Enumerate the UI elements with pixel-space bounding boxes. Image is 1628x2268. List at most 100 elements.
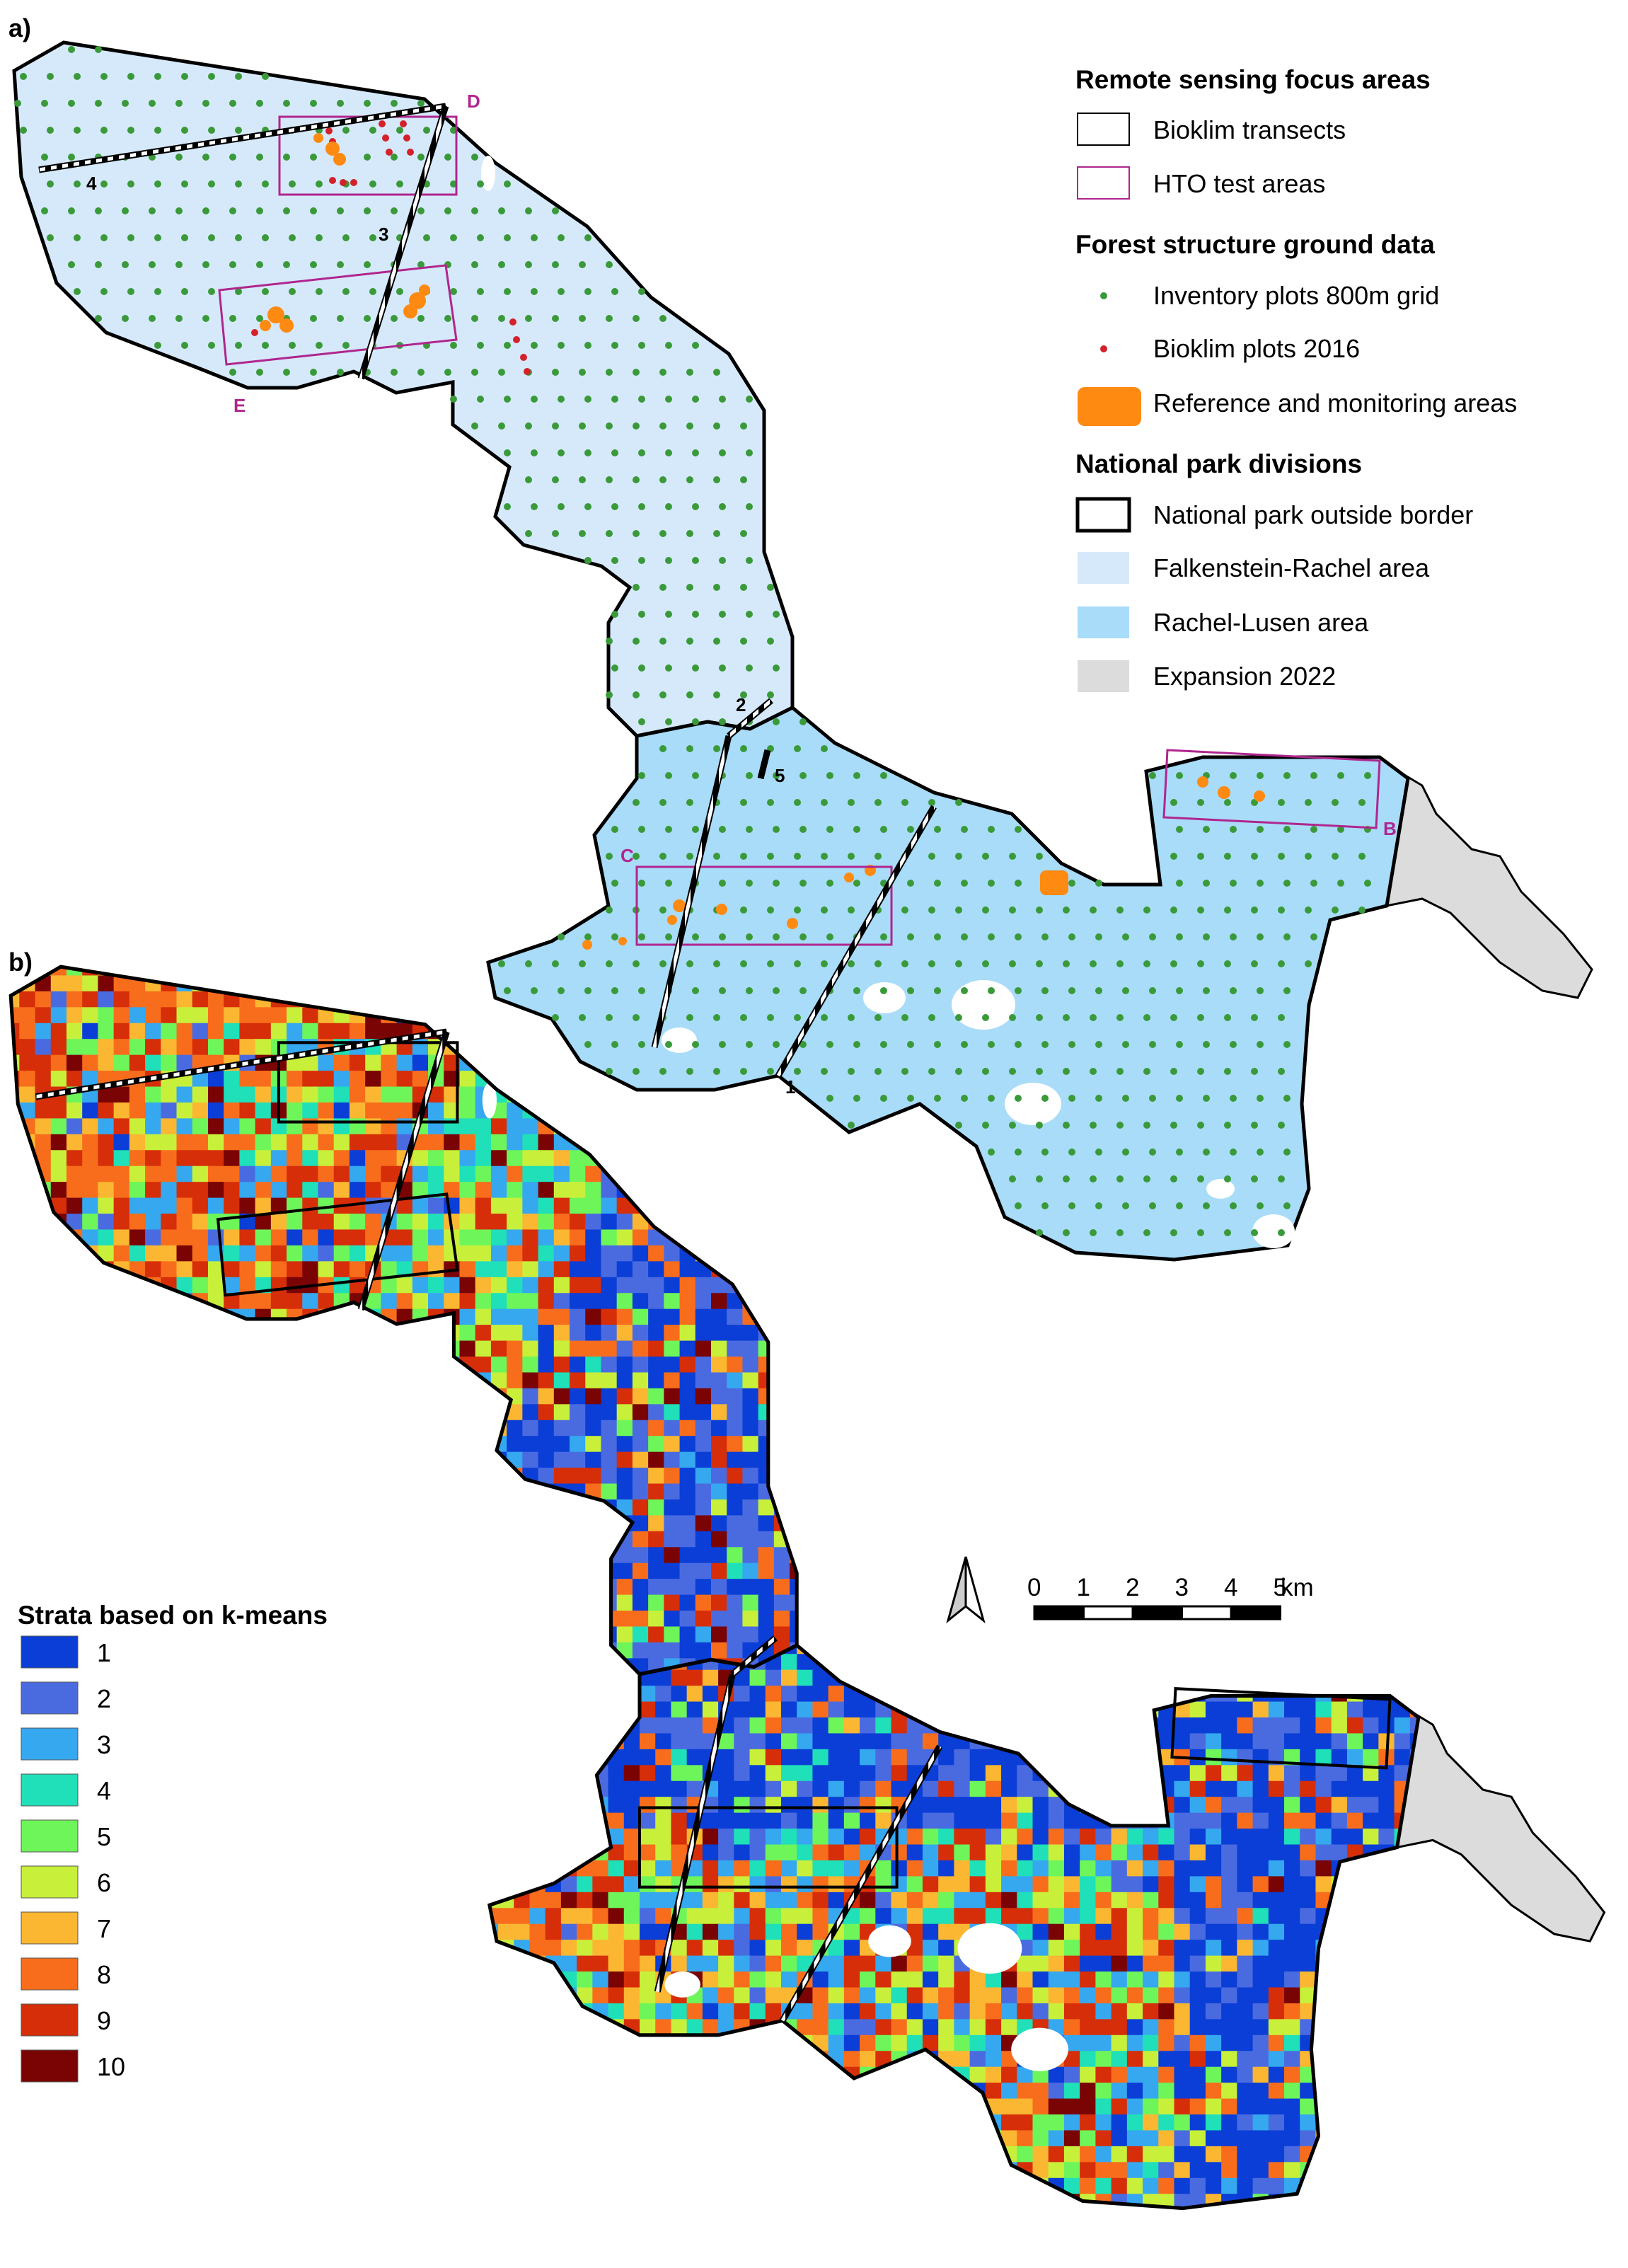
strata-cell — [805, 1309, 822, 1326]
strata-cell — [695, 1229, 713, 1247]
strata-cell — [727, 1611, 744, 1628]
strata-cell — [498, 1686, 516, 1703]
strata-cell — [428, 1214, 446, 1231]
strata-cell — [773, 1308, 792, 1327]
strata-cell — [765, 1892, 783, 1910]
strata-cell — [765, 1812, 783, 1831]
strata-cell — [318, 1229, 335, 1247]
strata-cell — [1237, 1654, 1254, 1671]
strata-cell — [396, 1071, 414, 1088]
inventory-plot-dot — [391, 154, 398, 161]
inventory-plot-dot — [740, 1068, 747, 1075]
inventory-plot-dot — [659, 799, 666, 806]
strata-cell — [365, 1562, 383, 1581]
strata-cell — [655, 1812, 673, 1831]
strata-cell — [623, 1765, 642, 1783]
strata-cell — [381, 1531, 398, 1549]
strata-cell — [498, 1923, 516, 1942]
bioklim-plot-dot — [386, 149, 393, 156]
strata-cell — [318, 1071, 335, 1088]
strata-cell — [577, 1645, 594, 1656]
strata-cell — [1032, 1645, 1050, 1656]
strata-cell — [570, 1420, 587, 1438]
strata-cell — [145, 1150, 163, 1168]
strata-cell — [490, 1197, 509, 1216]
inventory-plot-dot — [1224, 960, 1231, 967]
strata-cell — [1001, 1780, 1019, 1799]
strata-cell — [1189, 1892, 1207, 1910]
strata-cell — [608, 1876, 625, 1894]
strata-cell — [1346, 2098, 1365, 2117]
strata-cell — [50, 1277, 68, 1295]
strata-cell — [396, 1357, 414, 1374]
strata-cell — [302, 1197, 320, 1216]
strata-cell — [608, 1892, 625, 1910]
inventory-plot-dot — [579, 530, 586, 537]
strata-cell — [954, 1860, 971, 1878]
strata-cell — [570, 1468, 587, 1485]
strata-cell — [797, 1780, 814, 1799]
inventory-plot-dot — [934, 1041, 941, 1048]
inventory-plot-dot — [208, 342, 215, 349]
strata-cell — [679, 1214, 697, 1231]
strata-cell — [577, 1797, 594, 1814]
strata-cell — [428, 1165, 446, 1184]
strata-cell — [749, 1860, 767, 1878]
strata-cell — [742, 1611, 760, 1628]
strata-cell — [302, 1562, 320, 1581]
strata-cell — [592, 2083, 610, 2100]
strata-cell — [381, 1007, 398, 1025]
inventory-plot-dot — [1143, 1014, 1150, 1021]
strata-cell — [1378, 1940, 1396, 1957]
inventory-plot-dot — [74, 180, 81, 188]
strata-cell — [192, 1515, 209, 1533]
strata-cell — [1017, 1797, 1034, 1814]
strata-cell — [1095, 1669, 1113, 1688]
strata-cell — [718, 1955, 736, 1974]
inventory-plot-dot — [799, 880, 807, 887]
strata-cell — [1189, 2051, 1207, 2068]
inventory-plot-dot — [1116, 906, 1124, 914]
strata-cell — [318, 1531, 335, 1549]
inventory-plot-dot — [1364, 772, 1371, 779]
strata-cell — [1378, 1829, 1396, 1846]
strata-cell — [489, 1749, 500, 1767]
inventory-plot-dot — [444, 369, 451, 376]
strata-cell — [490, 1547, 509, 1565]
strata-cell — [1346, 1829, 1365, 1846]
strata-cell — [459, 1562, 477, 1581]
strata-cell — [1032, 1923, 1050, 1942]
strata-cell — [475, 1308, 492, 1327]
strata-cell — [459, 1277, 477, 1295]
strata-cell — [318, 1642, 335, 1660]
strata-cell — [224, 1277, 241, 1295]
inventory-plot-dot — [746, 772, 753, 779]
strata-cell — [828, 1892, 845, 1910]
inventory-plot-dot — [369, 288, 376, 295]
strata-cell — [985, 1749, 1003, 1767]
inventory-plot-dot — [310, 369, 317, 376]
inventory-plot-dot — [988, 880, 995, 887]
strata-cell — [475, 1531, 492, 1549]
strata-cell — [671, 2051, 688, 2068]
strata-cell — [239, 1102, 257, 1120]
strata-cell — [1174, 2034, 1191, 2053]
strata-cell — [1080, 1876, 1097, 1894]
strata-cell — [349, 1340, 367, 1359]
strata-cell — [1378, 2003, 1396, 2021]
inventory-plot-dot — [767, 691, 774, 698]
strata-cell — [475, 1611, 492, 1628]
inventory-plot-dot — [821, 745, 828, 752]
strata-cell — [82, 1023, 100, 1041]
strata-cell — [1378, 1892, 1396, 1910]
strata-cell — [412, 1436, 430, 1454]
strata-cell — [702, 2051, 720, 2068]
strata-cell — [19, 1023, 37, 1041]
strata-cell — [129, 1182, 147, 1199]
strata-cell — [66, 1451, 84, 1470]
strata-cell — [459, 967, 477, 977]
inventory-plot-dot — [558, 987, 565, 994]
strata-cell — [711, 1118, 729, 1136]
strata-cell — [679, 1261, 697, 1279]
strata-cell — [632, 1436, 650, 1454]
